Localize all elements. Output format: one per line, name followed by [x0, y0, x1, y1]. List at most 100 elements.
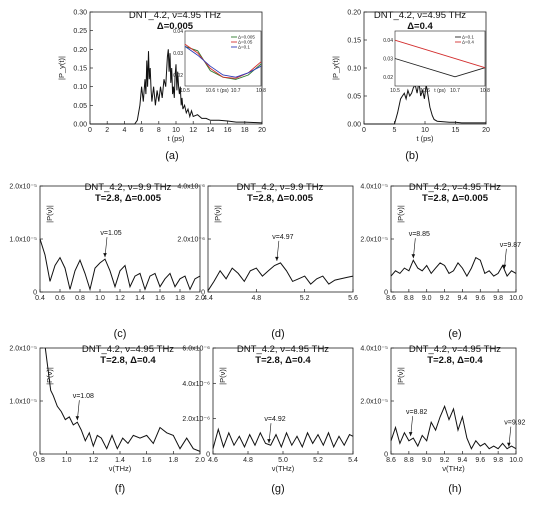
- x-tick-label: 16: [224, 127, 232, 134]
- y-tick-label: 0: [206, 452, 210, 459]
- x-tick-label: 1.2: [115, 295, 125, 302]
- inset-x-tick-label: 10.6: [205, 88, 215, 94]
- y-tick-label: 1.0x10⁻⁵: [9, 399, 37, 406]
- y-tick-label: 0.15: [73, 66, 87, 73]
- x-tick-label: 8: [157, 127, 161, 134]
- legend-entry: Δ=0.1: [238, 45, 250, 50]
- x-axis-label: ν(THz): [442, 464, 465, 473]
- inset-x-tick-label: 10.7: [450, 88, 460, 94]
- y-axis-label: |P_y(t)|: [57, 56, 66, 80]
- y-tick-label: 4.0x10⁻⁶: [182, 381, 210, 388]
- annotation-label: ν=8.82: [406, 409, 427, 416]
- x-tick-label: 5.2: [300, 295, 310, 302]
- annotation-label: ν=9.92: [504, 420, 525, 427]
- panel-label: (b): [405, 150, 418, 162]
- y-tick-label: 0.20: [73, 47, 87, 54]
- x-tick-label: 8.8: [404, 295, 414, 302]
- x-tick-label: 6: [140, 127, 144, 134]
- x-tick-label: 5.6: [348, 295, 358, 302]
- panel-label: (a): [165, 150, 178, 162]
- y-tick-label: 4.0x10⁻⁵: [360, 184, 388, 191]
- arrow-head-icon: [103, 253, 107, 257]
- x-tick-label: 2.0: [195, 457, 205, 464]
- inset-x-tick-label: 10.8: [256, 88, 266, 94]
- y-tick-label: 4.0x10⁻⁶: [177, 184, 205, 191]
- chart-title: DNT_4.2, ν=4.95 THz: [82, 344, 174, 355]
- chart-subtitle: T=2.8, Δ=0.4: [255, 355, 311, 366]
- x-tick-label: 9.4: [458, 295, 468, 302]
- annotation-label: ν=9.87: [500, 242, 521, 249]
- inset-y-tick-label: 0.03: [383, 57, 393, 63]
- y-tick-label: 0.30: [73, 10, 87, 17]
- x-tick-label: 9.0: [422, 295, 432, 302]
- x-axis-label: ν(THz): [272, 464, 295, 473]
- x-tick-label: 0: [362, 127, 366, 134]
- x-axis-label: t (ps): [167, 134, 185, 143]
- x-tick-label: 5.0: [278, 457, 288, 464]
- y-axis-label: |P(ν)|: [396, 367, 405, 385]
- y-tick-label: 0.00: [73, 122, 87, 129]
- x-tick-label: 1.6: [142, 457, 152, 464]
- y-tick-label: 0: [384, 452, 388, 459]
- y-tick-label: 0.10: [73, 84, 87, 91]
- annotation-label: ν=4.92: [264, 416, 285, 423]
- x-tick-label: 10: [421, 127, 429, 134]
- x-tick-label: 10.0: [509, 457, 523, 464]
- chart-subtitle: T=2.8, Δ=0.4: [427, 355, 483, 366]
- y-tick-label: 0: [384, 290, 388, 297]
- x-tick-label: 9.0: [422, 457, 432, 464]
- arrow-head-icon: [507, 443, 511, 447]
- x-tick-label: 4: [122, 127, 126, 134]
- y-tick-label: 0.05: [347, 94, 361, 101]
- chart-title: DNT_4.2, ν=4.95 THz: [129, 10, 221, 21]
- x-tick-label: 1.6: [155, 295, 165, 302]
- x-tick-label: 18: [241, 127, 249, 134]
- x-tick-label: 2: [105, 127, 109, 134]
- x-tick-label: 4.8: [251, 295, 261, 302]
- series-line: [208, 263, 353, 291]
- series-line: [391, 258, 516, 277]
- series-line: [213, 429, 353, 448]
- inset-y-tick-label: 0.03: [173, 51, 183, 57]
- y-tick-label: 0.25: [73, 28, 87, 35]
- chart-title: DNT_4.2, ν=4.95 THz: [374, 10, 466, 21]
- x-tick-label: 14: [207, 127, 215, 134]
- x-tick-label: 8.8: [404, 457, 414, 464]
- chart-subtitle: T=2.8, Δ=0.005: [422, 193, 489, 204]
- arrow-head-icon: [267, 439, 271, 443]
- x-tick-label: 9.8: [493, 457, 503, 464]
- x-tick-label: 1.4: [135, 295, 145, 302]
- x-axis-label: t (ps): [416, 134, 434, 143]
- inset-x-axis-label: t (ps): [434, 88, 446, 94]
- chart-title: DNT_4.2, ν=4.95 THz: [409, 344, 501, 355]
- y-tick-label: 2.0x10⁻⁵: [360, 399, 388, 406]
- inset-x-tick-label: 10.8: [480, 88, 490, 94]
- y-tick-label: 0: [33, 452, 37, 459]
- panel-label: (g): [271, 483, 284, 495]
- y-tick-label: 1.0x10⁻⁵: [9, 237, 37, 244]
- x-tick-label: 0.6: [55, 295, 65, 302]
- x-tick-label: 10.0: [509, 295, 523, 302]
- x-tick-label: 10: [172, 127, 180, 134]
- inset-x-tick-label: 10.5: [390, 88, 400, 94]
- x-tick-label: 20: [258, 127, 266, 134]
- y-tick-label: 0.15: [347, 38, 361, 45]
- x-tick-label: 5.4: [348, 457, 358, 464]
- x-tick-label: 5: [393, 127, 397, 134]
- y-tick-label: 2.0x10⁻⁶: [177, 237, 205, 244]
- x-tick-label: 0: [88, 127, 92, 134]
- chart-title: DNT_4.2, ν=4.95 THz: [409, 182, 501, 193]
- x-tick-label: 9.2: [440, 457, 450, 464]
- chart-subtitle: T=2.8, Δ=0.005: [95, 193, 162, 204]
- y-axis-label: |P(ν)|: [213, 205, 222, 223]
- inset-y-tick-label: 0.04: [383, 38, 393, 44]
- y-tick-label: 0.05: [73, 103, 87, 110]
